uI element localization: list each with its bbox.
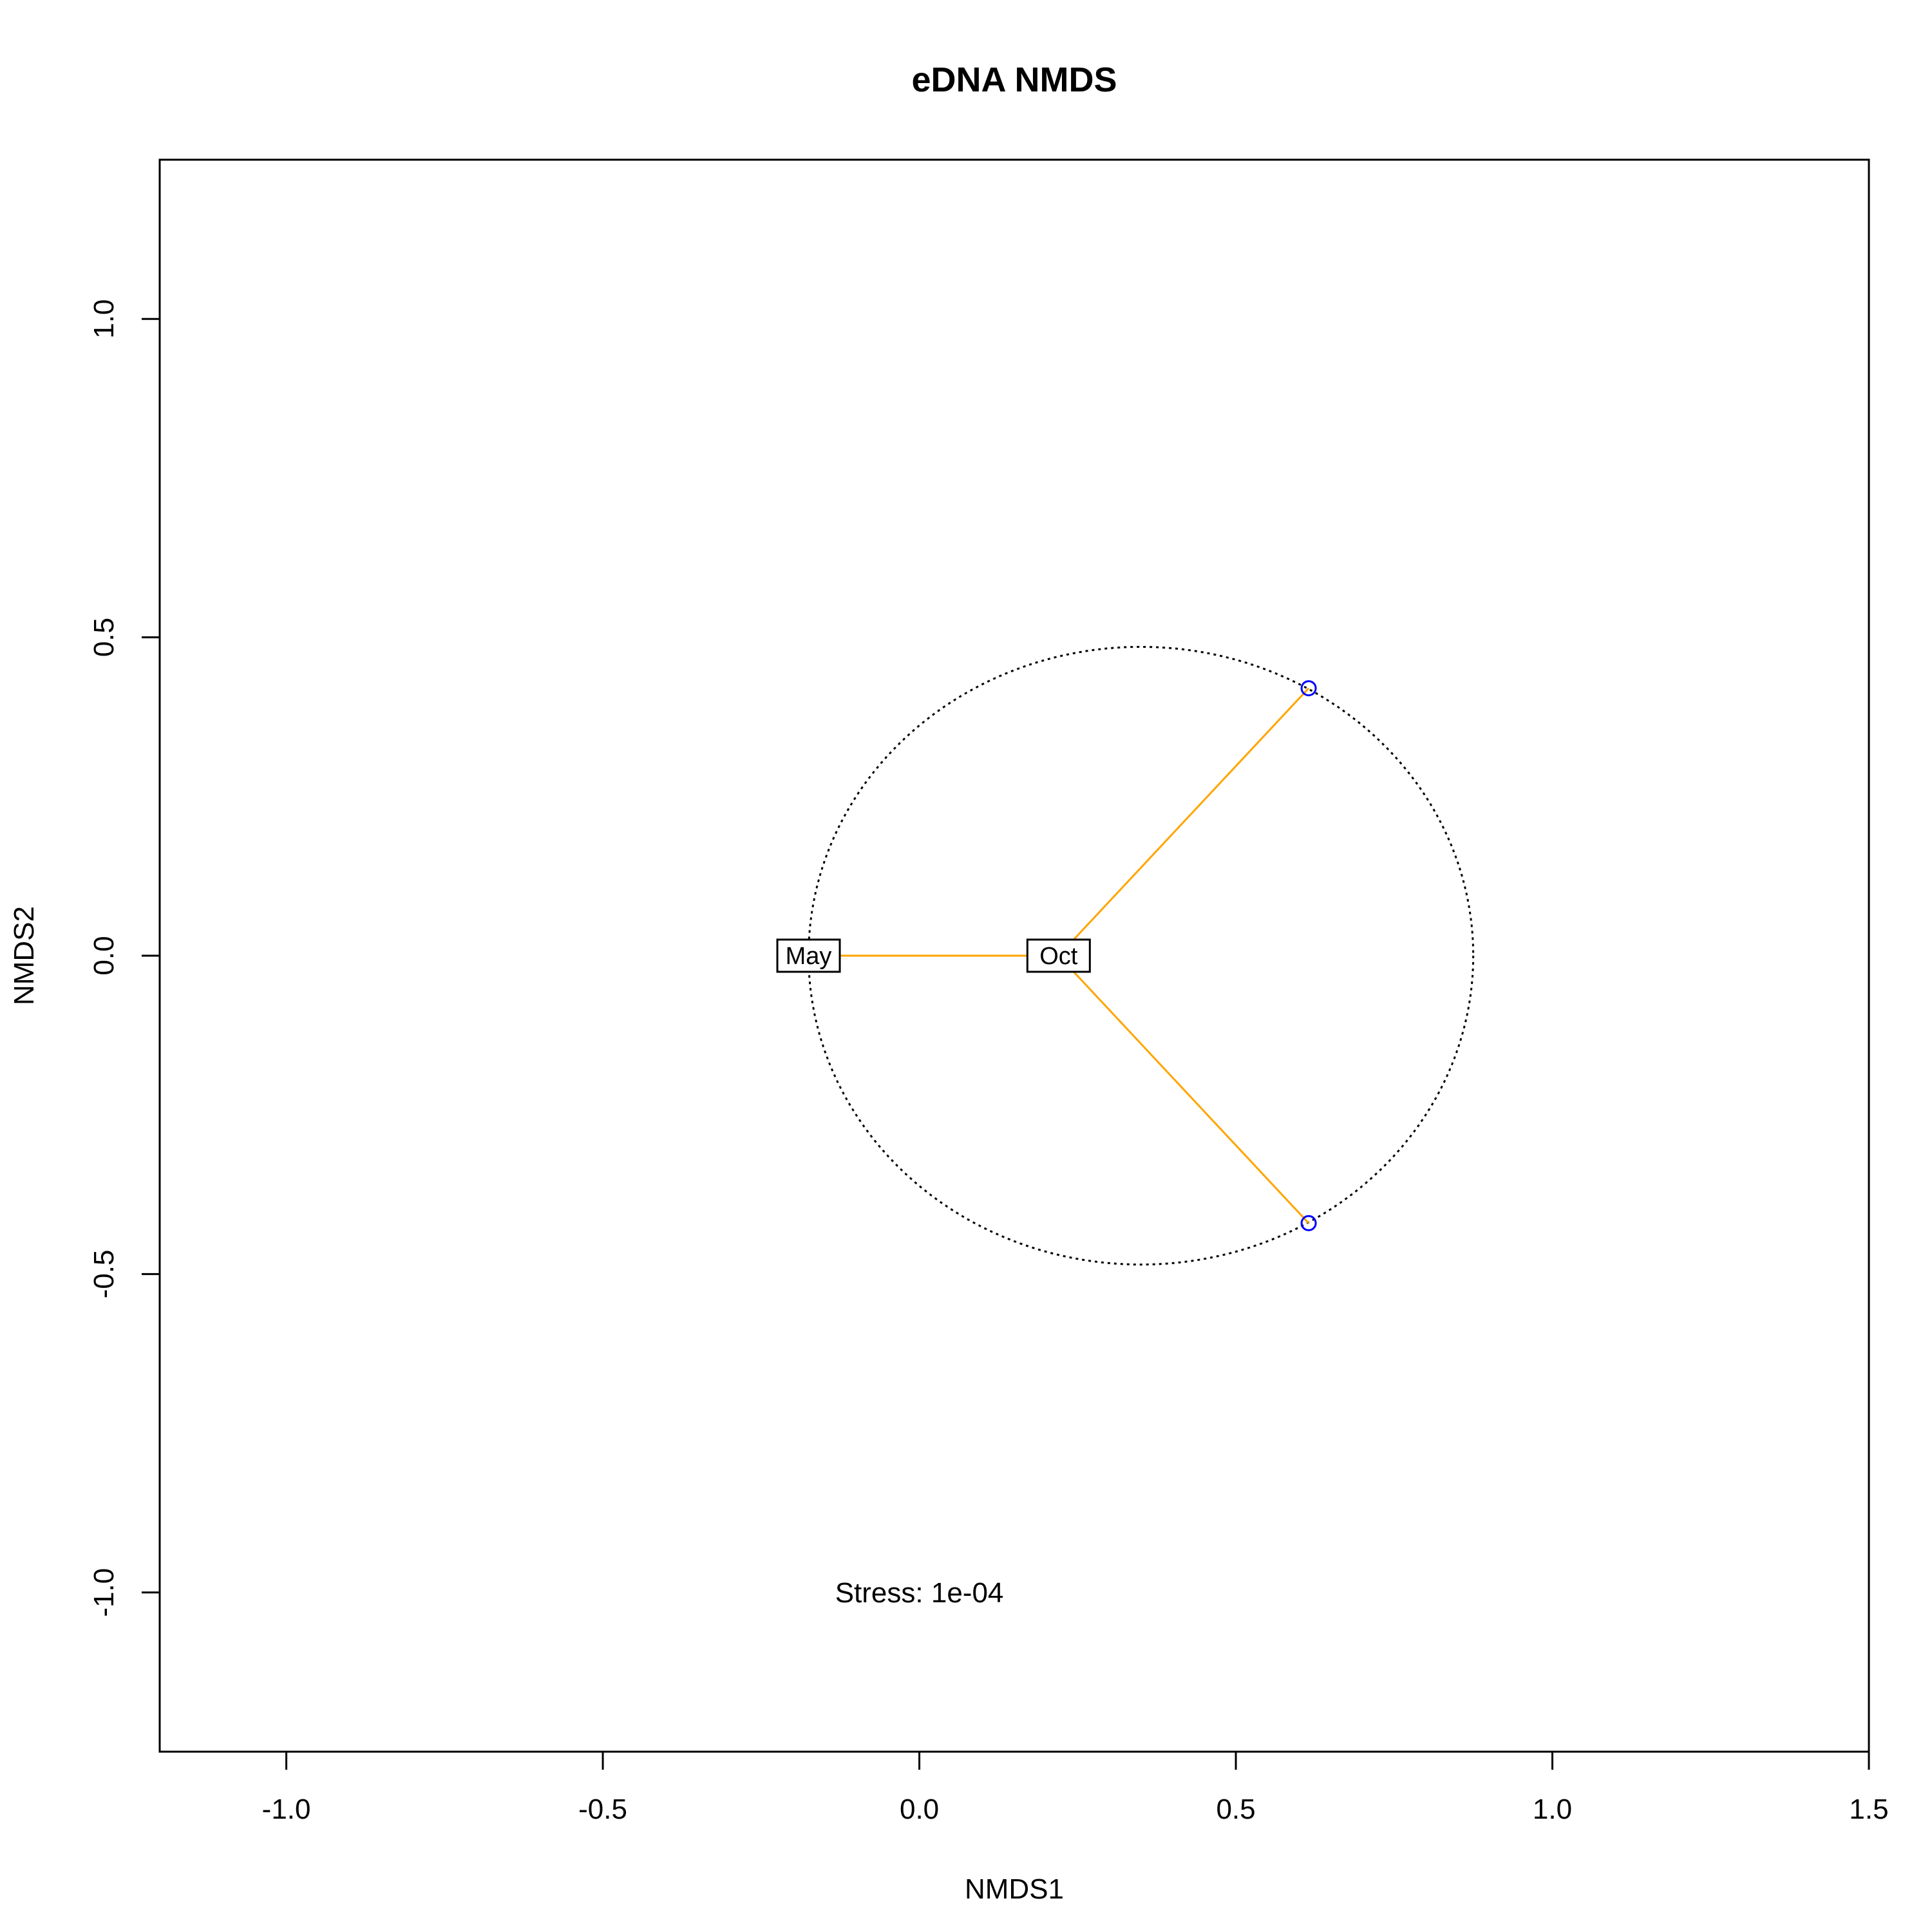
x-tick-label: 1.5 [1849, 1794, 1888, 1825]
centroid-label-oct: Oct [1026, 938, 1091, 973]
x-tick-label: 1.0 [1533, 1794, 1572, 1825]
dispersion-ellipse [808, 645, 1475, 1266]
x-tick-label: -1.0 [262, 1794, 311, 1825]
x-tick-label: 0.0 [900, 1794, 939, 1825]
sample-point [1300, 1215, 1317, 1231]
x-tick-label: 0.5 [1216, 1794, 1255, 1825]
plot-layer: May Oct Stress: 1e-04 [776, 645, 1475, 1609]
x-tick-label: -0.5 [578, 1794, 627, 1825]
spider-segment [1057, 954, 1310, 1224]
stress-annotation: Stress: 1e-04 [835, 1577, 1004, 1609]
y-tick-label: 0.0 [88, 936, 120, 975]
centroid-label-may: May [776, 938, 841, 973]
y-axis: -1.0 -0.5 0.0 0.5 1.0 [88, 299, 161, 1617]
centroid-label-box [776, 938, 841, 973]
y-tick-label: -0.5 [88, 1249, 120, 1298]
centroid-label-text: May [786, 943, 832, 970]
x-axis: -1.0 -0.5 0.0 0.5 1.0 1.5 [262, 1750, 1889, 1825]
chart-title: eDNA NMDS [911, 61, 1117, 99]
x-axis-label: NMDS1 [965, 1873, 1064, 1905]
centroid-label-text: Oct [1039, 943, 1078, 970]
y-tick-label: 1.0 [88, 299, 120, 339]
y-axis-label: NMDS2 [8, 906, 40, 1005]
spider-segment [1057, 687, 1310, 957]
y-tick-label: -1.0 [88, 1568, 120, 1617]
y-tick-label: 0.5 [88, 618, 120, 657]
centroid-label-box [1026, 938, 1091, 973]
sample-point [1300, 680, 1317, 697]
